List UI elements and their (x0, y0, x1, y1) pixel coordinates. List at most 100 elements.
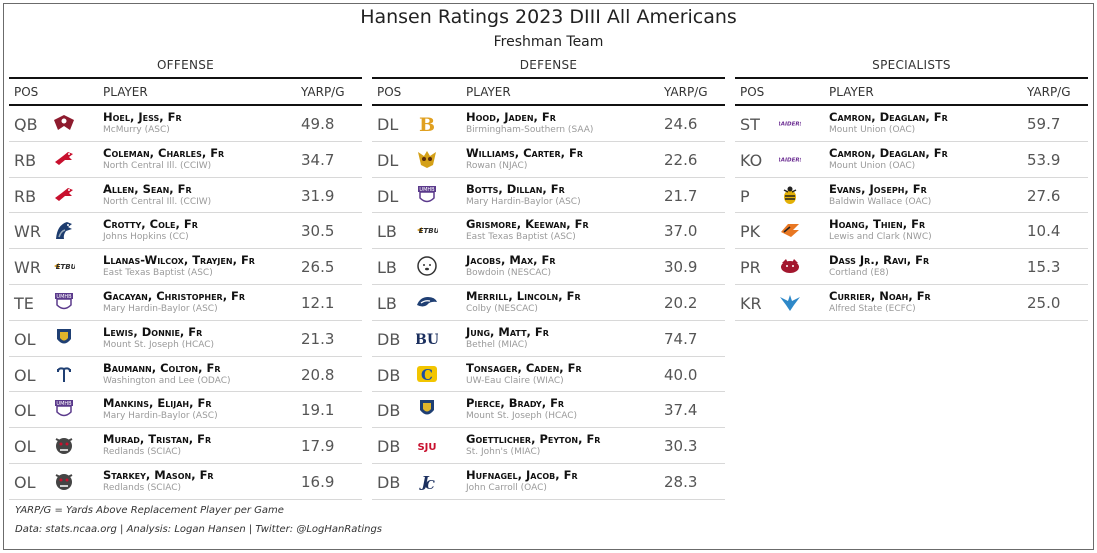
school-name: Mount St. Joseph (HCAC) (466, 411, 578, 422)
yarp-value: 31.9 (301, 186, 335, 205)
school-name: Washington and Lee (ODAC) (103, 375, 231, 386)
table-row: DB BU Jung, Matt, Fr Bethel (MIAC) 74.7 (372, 321, 725, 357)
table-row: LB Jacobs, Max, Fr Bowdoin (NESCAC) 30.9 (372, 249, 725, 285)
graphic-frame (3, 3, 1094, 550)
mule-logo (416, 291, 438, 313)
svg-text:RAIDERS: RAIDERS (779, 122, 801, 128)
pioneer-logo (779, 219, 801, 241)
school-name: Rowan (NJAC) (466, 160, 528, 171)
position-cell: WR (14, 258, 41, 278)
yarp-value: 40.0 (664, 365, 698, 384)
player-column-header: PLAYER (103, 85, 148, 99)
section-rule (735, 77, 1088, 79)
position-cell: QB (14, 115, 38, 134)
yarp-value: 22.6 (664, 150, 698, 169)
svg-text:C: C (425, 478, 435, 492)
player-column-header: PLAYER (466, 85, 511, 99)
position-cell: ST (740, 115, 760, 134)
position-cell: TE (14, 293, 34, 313)
position-cell: DB (377, 401, 401, 421)
school-name: Baldwin Wallace (OAC) (829, 196, 932, 207)
school-name: North Central Ill. (CCIW) (103, 196, 212, 207)
table-row: QB Hoel, Jess, Fr McMurry (ASC) 49.8 (9, 106, 362, 142)
metric-definition-note: YARP/G = Yards Above Replacement Player … (15, 505, 284, 516)
player-name: Currier, Noah, Fr (829, 288, 931, 303)
player-name: Pierce, Brady, Fr (466, 396, 565, 411)
specialists-section: SPECIALISTS POS PLAYER YARP/G ST RAIDERS… (735, 55, 1088, 321)
table-row: LB ETBU Grismore, Keewan, Fr East Texas … (372, 213, 725, 250)
yarp-value: 30.3 (664, 437, 698, 456)
school-name: Mount Union (OAC) (829, 125, 916, 135)
column-header-row: POS PLAYER YARP/G (735, 79, 1088, 106)
yarp-value: 53.9 (1027, 150, 1061, 169)
table-row: KO RAIDERS Camron, Deaglan, Fr Mount Uni… (735, 142, 1088, 178)
school-name: Alfred State (ECFC) (829, 303, 916, 314)
yarp-column-header: YARP/G (1027, 85, 1071, 99)
player-name: Murad, Tristan, Fr (103, 432, 212, 447)
school-name: Mount St. Joseph (HCAC) (103, 339, 215, 350)
svg-text:UMHB: UMHB (56, 294, 72, 300)
table-row: DB Pierce, Brady, Fr Mount St. Joseph (H… (372, 392, 725, 429)
school-name: John Carroll (OAC) (466, 482, 547, 493)
table-row: TE UMHB Gacayan, Christopher, Fr Mary Ha… (9, 285, 362, 321)
page-subtitle: Freshman Team (493, 34, 604, 50)
pos-column-header: POS (740, 85, 765, 99)
yarp-value: 74.7 (664, 329, 698, 348)
school-name: Colby (NESCAC) (466, 303, 538, 314)
etbu-logo: ETBU (416, 219, 438, 241)
position-cell: OL (14, 437, 36, 457)
player-name: Coleman, Charles, Fr (103, 145, 225, 160)
owl-logo (416, 148, 438, 170)
yarp-value: 20.2 (664, 293, 698, 312)
player-name: Goettlicher, Peyton, Fr (466, 432, 601, 447)
yarp-column-header: YARP/G (664, 85, 708, 99)
table-row: DB C Tonsager, Caden, Fr UW-Eau Claire (… (372, 357, 725, 393)
polar-bear-logo (416, 255, 438, 277)
uwec-logo: C (416, 363, 438, 385)
red-dragon-logo (779, 255, 801, 277)
table-row: P Evans, Joseph, Fr Baldwin Wallace (OAC… (735, 178, 1088, 214)
page-title: Hansen Ratings 2023 DIII All Americans (360, 6, 737, 28)
position-cell: KR (740, 293, 762, 313)
yarp-value: 21.7 (664, 186, 698, 205)
svg-text:C: C (421, 366, 433, 384)
table-row: WR Crotty, Cole, Fr Johns Hopkins (CC) 3… (9, 213, 362, 250)
defense-section-title: DEFENSE (519, 58, 578, 72)
bsc-b-logo: B (416, 112, 438, 134)
player-name: Hoel, Jess, Fr (103, 110, 182, 124)
position-cell: OL (14, 329, 36, 349)
player-name: Crotty, Cole, Fr (103, 217, 198, 232)
school-name: McMurry (ASC) (103, 125, 170, 135)
player-name: Williams, Carter, Fr (466, 145, 584, 160)
table-row: ST RAIDERS Camron, Deaglan, Fr Mount Uni… (735, 106, 1088, 142)
player-name: Starkey, Mason, Fr (103, 467, 214, 482)
raiders-logo: RAIDERS (779, 148, 801, 170)
position-cell: DB (377, 472, 401, 492)
lion-shield-logo (53, 327, 75, 349)
yarp-value: 10.4 (1027, 222, 1061, 241)
table-row: KR Currier, Noah, Fr Alfred State (ECFC)… (735, 285, 1088, 321)
table-row: OL Baumann, Colton, Fr Washington and Le… (9, 357, 362, 393)
player-name: Lewis, Donnie, Fr (103, 324, 203, 339)
school-name: Mount Union (OAC) (829, 160, 916, 171)
svg-text:UMHB: UMHB (56, 401, 72, 407)
offense-section: OFFENSE POS PLAYER YARP/G QB Hoel, Jess,… (9, 55, 362, 500)
player-name: Hoang, Thien, Fr (829, 217, 926, 232)
player-name: Camron, Deaglan, Fr (829, 145, 948, 160)
yellow-jacket-logo (779, 184, 801, 206)
svg-text:RAIDERS: RAIDERS (779, 157, 801, 163)
svg-text:BU: BU (416, 332, 438, 348)
school-name: UW-Eau Claire (WIAC) (466, 375, 564, 386)
position-cell: RB (14, 150, 37, 170)
school-name: Redlands (SCIAC) (103, 482, 182, 493)
svg-text:J: J (418, 473, 429, 491)
table-row: WR ETBU Llanas-Wilcox, Trayjen, Fr East … (9, 249, 362, 285)
yarp-value: 19.1 (301, 401, 335, 420)
position-cell: KO (740, 150, 763, 170)
yarp-value: 59.7 (1027, 115, 1061, 133)
school-name: Bethel (MIAC) (466, 339, 528, 350)
svg-text:ETBU: ETBU (419, 227, 438, 235)
table-row: RB Coleman, Charles, Fr North Central Il… (9, 142, 362, 178)
school-name: Johns Hopkins (CC) (103, 232, 189, 243)
position-cell: DL (377, 115, 399, 134)
